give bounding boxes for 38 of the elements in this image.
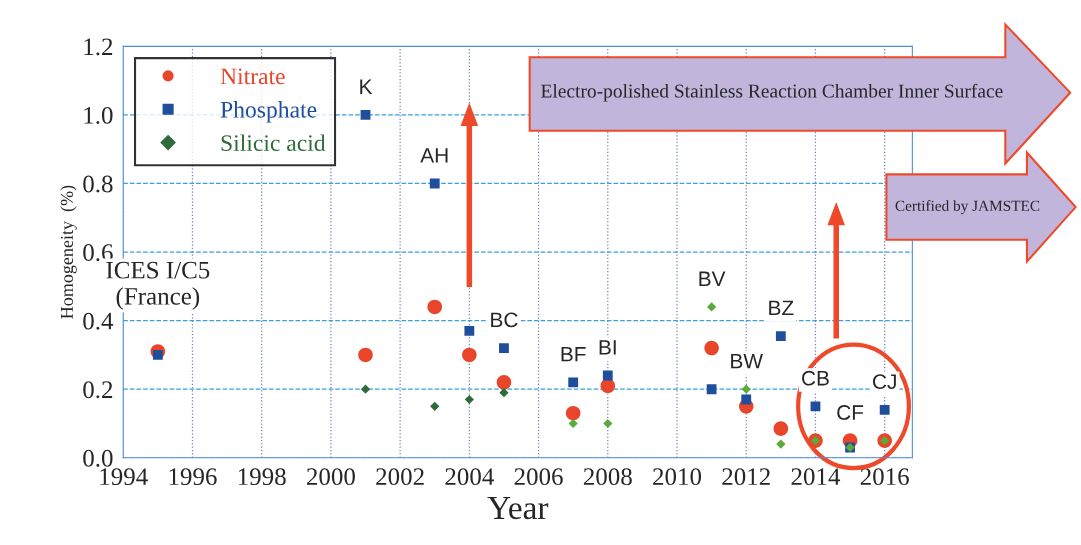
annotation: BF xyxy=(561,347,586,362)
legend-label: Silicic acid xyxy=(221,134,326,152)
annotation: CF xyxy=(837,405,864,420)
legend-label: Nitrate xyxy=(220,68,285,85)
annotation: BZ xyxy=(769,300,794,316)
x-tick-label: 1994 xyxy=(100,468,148,486)
annotation: BV xyxy=(699,271,726,286)
x-tick-label: 2008 xyxy=(583,468,632,486)
annotation: AH xyxy=(420,148,448,163)
x-tick-label: 2010 xyxy=(653,468,702,486)
annotation: BW xyxy=(731,353,763,369)
annotation: CJ xyxy=(873,374,896,390)
x-tick-label: 2016 xyxy=(860,468,909,486)
x-tick-label: 1998 xyxy=(238,468,286,486)
x-tick-label: 2002 xyxy=(376,468,424,486)
y-tick-label: 1.0 xyxy=(84,106,113,124)
annotation: BC xyxy=(491,312,518,328)
annotation: Certified by JAMSTEC xyxy=(895,200,1040,215)
annotation: ICES I/C5 (France) xyxy=(106,261,210,310)
annotation: BI xyxy=(599,340,616,355)
x-tick-label: 2000 xyxy=(307,468,355,486)
y-tick-label: 0.6 xyxy=(83,244,113,262)
legend-label: Phosphate xyxy=(220,101,317,123)
x-tick-label: 2004 xyxy=(445,468,494,486)
x-tick-label: 1996 xyxy=(169,468,217,486)
y-tick-label: 0.4 xyxy=(83,312,114,330)
annotation: K xyxy=(360,79,373,94)
x-tick-label: 2006 xyxy=(514,468,563,486)
annotation: CB xyxy=(802,370,829,386)
x-tick-label: 2012 xyxy=(722,468,770,486)
x-tick-label: 2014 xyxy=(791,468,841,486)
y-tick-label: 0.8 xyxy=(83,175,113,193)
y-tick-label: 1.2 xyxy=(84,38,113,56)
y-tick-label: 0.0 xyxy=(83,449,113,467)
y-tick-label: 0.2 xyxy=(83,381,113,399)
annotation: Electro-polished Stainless Reaction Chamber Inner Surface xyxy=(541,83,1003,102)
x-axis-title: Year xyxy=(487,497,549,520)
y-axis-title: Homogeneity (%) xyxy=(60,185,77,319)
